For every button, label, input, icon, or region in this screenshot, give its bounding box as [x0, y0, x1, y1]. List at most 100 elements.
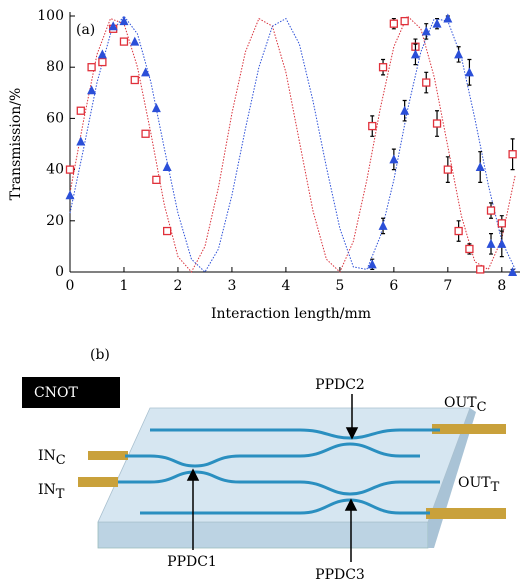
pin: [78, 477, 118, 487]
data-point: [119, 37, 129, 46]
y-tick-label: 100: [37, 8, 64, 24]
x-axis-label: Interaction length/mm: [211, 306, 371, 322]
chart: 0 20 40 60 80 100 0 1 2 3 4 5 6 7 8: [37, 8, 520, 294]
x-tick-label: 8: [497, 278, 506, 294]
slab-front: [97, 521, 429, 549]
x-tick-label: 5: [335, 278, 344, 294]
data-point: [367, 259, 377, 269]
panel-label: (a): [76, 22, 95, 38]
data-point: [454, 226, 463, 236]
waveguide: [125, 442, 420, 468]
port-label: INT: [38, 482, 65, 502]
data-point: [130, 36, 140, 46]
data-point: [162, 162, 172, 172]
y-tick-label: 0: [55, 264, 64, 280]
coupler-label: PPDC3: [315, 567, 365, 583]
data-point: [464, 67, 474, 77]
badge-box: [22, 377, 120, 408]
data-point: [443, 165, 452, 174]
x-tick-label: 3: [227, 278, 236, 294]
data-point: [163, 226, 172, 236]
port-sub: T: [491, 480, 500, 495]
data-point: [486, 238, 496, 248]
arrows: [186, 394, 359, 562]
data-point: [400, 105, 410, 115]
data-point: [421, 26, 431, 36]
y-tick-label: 20: [46, 213, 64, 229]
x-tick-label: 2: [173, 278, 182, 294]
data-point: [432, 119, 442, 128]
x-tick-label: 0: [66, 278, 75, 294]
arrow-head: [345, 427, 359, 440]
pin: [88, 451, 128, 460]
coupler-label: PPDC1: [167, 554, 217, 570]
data-point: [400, 16, 409, 26]
data-point: [476, 265, 485, 274]
y-axis-label: Transmission/%: [8, 88, 24, 201]
port-label: INC: [38, 448, 66, 468]
data-point: [119, 16, 129, 26]
data-point: [65, 190, 75, 200]
data-point: [378, 220, 388, 230]
x-tick-label: 4: [281, 278, 290, 294]
port-sub: C: [477, 400, 487, 415]
port-text: OUT: [444, 395, 477, 411]
data-point: [87, 63, 96, 72]
data-point: [422, 78, 431, 87]
port-label: OUTC: [444, 395, 487, 415]
data-point: [432, 18, 442, 28]
data-point: [151, 103, 161, 113]
data-point: [130, 75, 139, 85]
data-point: [454, 49, 464, 59]
data-point: [108, 21, 118, 31]
data-point: [152, 175, 161, 184]
port-label: OUTT: [458, 475, 500, 495]
data-point: [497, 238, 507, 248]
pin: [426, 508, 506, 519]
data-point: [410, 49, 420, 59]
data-point: [141, 129, 150, 138]
x-tick-label: 1: [120, 278, 129, 294]
data-point: [389, 154, 399, 164]
data-point: [87, 85, 97, 95]
port-sub: C: [56, 453, 66, 468]
data-point: [475, 162, 485, 172]
data-point: [141, 67, 151, 77]
y-tick-label: 40: [46, 162, 64, 178]
data-point: [508, 267, 518, 276]
data-point: [465, 244, 474, 254]
arrow-head: [344, 498, 358, 511]
data-point: [378, 63, 388, 72]
data-point: [486, 206, 496, 215]
diagram: (b) CNOT PPDC2 PPDC1 PPDC3 INC INT OUTC: [22, 347, 506, 583]
data-point: [443, 13, 453, 23]
data-point: [508, 150, 517, 159]
port-text: IN: [38, 482, 56, 498]
data-point: [98, 57, 107, 67]
panel-label: (b): [90, 347, 110, 363]
x-tick-label: 6: [389, 278, 398, 294]
waveguide: [140, 498, 430, 515]
waveguide: [118, 470, 440, 496]
data-point: [65, 165, 75, 174]
model-curve: [69, 15, 516, 273]
model-curve: [69, 15, 516, 273]
y-tick-label: 80: [46, 59, 64, 75]
port-text: IN: [38, 448, 56, 464]
data-point: [368, 121, 377, 131]
x-tick-label: 7: [443, 278, 452, 294]
y-tick-label: 60: [46, 110, 64, 126]
data-point: [76, 136, 86, 146]
slab-top: [97, 407, 471, 523]
badge-text: CNOT: [34, 385, 78, 401]
data-point: [76, 106, 85, 115]
data-point: [97, 49, 107, 59]
data-point: [389, 19, 399, 28]
port-sub: T: [56, 487, 65, 502]
pin: [432, 424, 506, 434]
port-text: OUT: [458, 475, 491, 491]
coupler-label: PPDC2: [315, 377, 365, 393]
data-point: [497, 219, 506, 228]
waveguides: [118, 428, 440, 515]
